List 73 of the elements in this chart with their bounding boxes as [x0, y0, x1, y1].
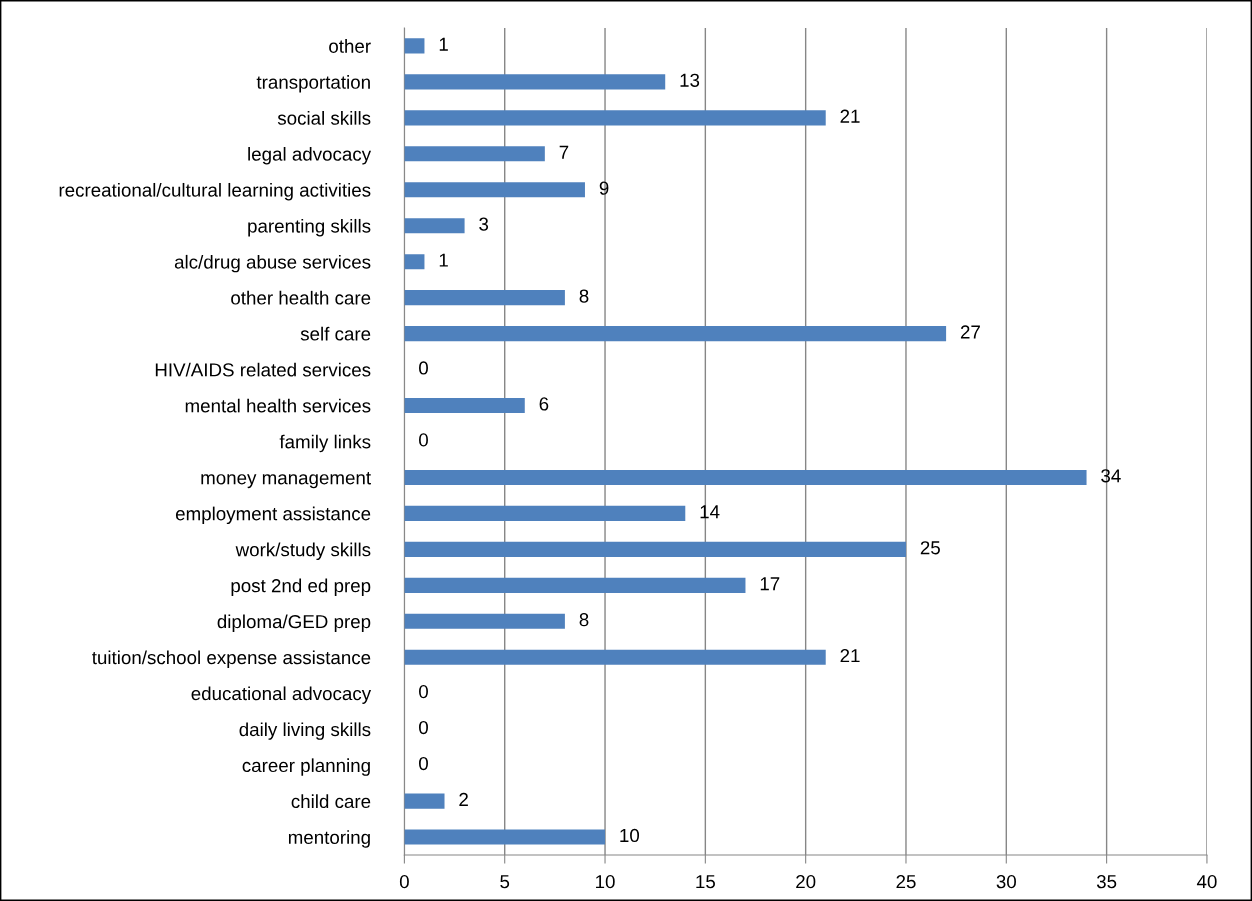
- data-label: 0: [419, 433, 428, 447]
- x-tick-label: 40: [1196, 874, 1217, 889]
- bar: [404, 649, 826, 665]
- bar: [404, 254, 425, 270]
- y-tick-label: post 2nd ed prep: [231, 578, 371, 597]
- bar: [404, 793, 445, 809]
- y-tick-label: HIV/AIDS related services: [155, 362, 371, 377]
- bar: [404, 218, 465, 234]
- data-label: 17: [760, 577, 780, 591]
- bar: [404, 397, 525, 414]
- data-label: 14: [700, 505, 720, 519]
- data-label: 13: [680, 73, 700, 87]
- x-tick-label: 10: [596, 874, 615, 889]
- bar: [404, 38, 425, 54]
- y-tick-label: mental health services: [185, 398, 371, 413]
- bar: [404, 469, 1087, 485]
- x-tick-label: 15: [696, 875, 715, 889]
- y-tick-label: money management: [201, 472, 371, 489]
- data-label: 21: [840, 649, 860, 663]
- bar: [404, 829, 606, 845]
- x-tick-label: 30: [996, 874, 1016, 889]
- data-label: 3: [479, 217, 489, 231]
- y-tick-label: transportation: [256, 75, 370, 93]
- bar: [404, 74, 666, 90]
- data-label: 0: [419, 756, 428, 771]
- data-label: 8: [579, 289, 589, 303]
- bar: [404, 577, 746, 593]
- y-tick-label: diploma/GED prep: [217, 614, 371, 632]
- y-tick-label: legal advocacy: [248, 147, 372, 165]
- y-tick-label: child care: [291, 794, 371, 809]
- y-tick-label: educational advocacy: [191, 686, 372, 704]
- data-label: 25: [920, 541, 940, 555]
- data-label: 27: [960, 325, 980, 339]
- y-tick-label: career planning: [242, 758, 370, 776]
- y-tick-label: other health care: [231, 290, 371, 305]
- y-tick-label: social skills: [277, 111, 371, 125]
- bar: [404, 290, 565, 306]
- y-tick-label: employment assistance: [175, 506, 371, 525]
- bar: [404, 146, 545, 162]
- y-tick-label: alc/drug abuse services: [174, 254, 371, 273]
- data-label: 0: [419, 684, 428, 699]
- x-tick-label: 25: [896, 874, 916, 889]
- x-tick-label: 0: [399, 874, 409, 889]
- y-tick-label: parenting skills: [248, 218, 371, 237]
- bar: [404, 110, 826, 126]
- y-tick-label: mentoring: [288, 830, 370, 848]
- y-tick-label: work/study skills: [235, 542, 371, 561]
- y-tick-label: recreational/cultural learning activities: [59, 182, 371, 201]
- data-label: 2: [459, 792, 468, 806]
- data-label: 10: [620, 828, 640, 843]
- y-tick-label: family links: [279, 434, 371, 453]
- x-tick-label: 35: [1096, 874, 1117, 889]
- x-tick-label: 5: [500, 875, 510, 889]
- data-label: 1: [439, 37, 448, 51]
- data-label: 34: [1101, 469, 1121, 483]
- x-tick-label: 20: [796, 874, 816, 889]
- y-tick-label: tuition/school expense assistance: [92, 650, 371, 668]
- data-label: 21: [840, 109, 860, 123]
- data-label: 7: [559, 145, 569, 159]
- bar: [404, 505, 686, 521]
- data-label: 8: [579, 613, 589, 627]
- y-tick-label: other: [329, 39, 371, 53]
- y-tick-label: daily living skills: [239, 722, 371, 740]
- bar: [404, 541, 906, 557]
- data-label: 6: [539, 397, 549, 411]
- bar: [404, 326, 947, 342]
- bar: [404, 182, 585, 198]
- data-label: 1: [439, 253, 448, 267]
- data-label: 0: [419, 361, 428, 375]
- data-label: 9: [599, 181, 609, 195]
- bar: [404, 613, 565, 629]
- y-tick-label: self care: [300, 326, 371, 341]
- data-label: 0: [419, 720, 428, 735]
